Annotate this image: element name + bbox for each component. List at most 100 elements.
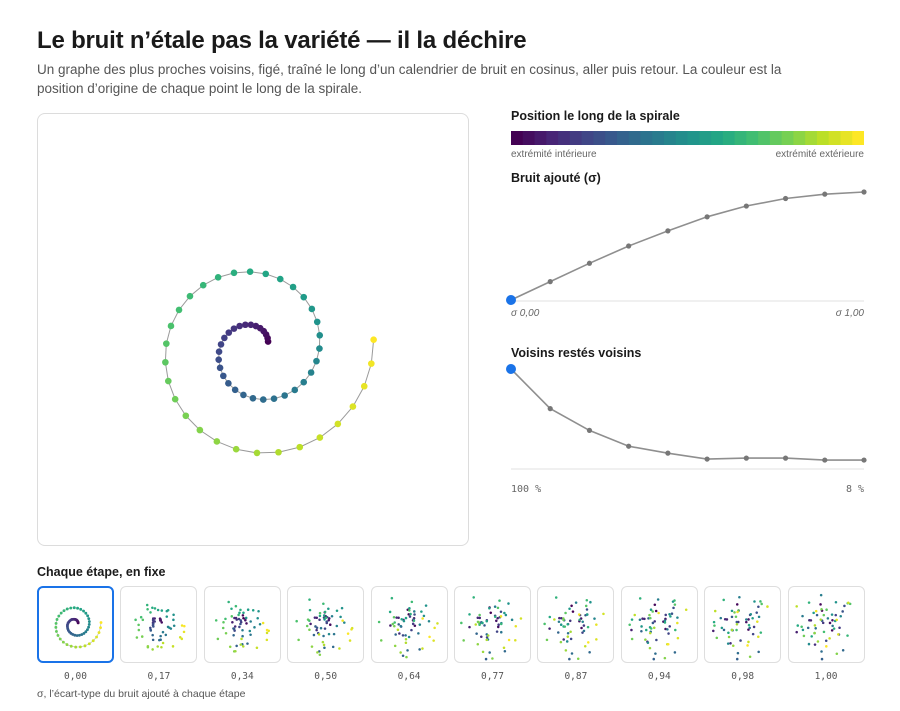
thumbnail-point — [488, 606, 491, 610]
thumbnail-point — [418, 623, 421, 626]
colorbar-segment — [569, 131, 583, 145]
spiral-point — [313, 318, 321, 326]
thumbnail-point — [813, 643, 816, 646]
thumbnail-point — [747, 623, 751, 627]
neighbor-edge — [199, 429, 218, 442]
thumbnail-point — [581, 631, 585, 634]
colorbar — [511, 131, 864, 145]
thumbnail-point — [306, 618, 310, 621]
colorbar-segment — [793, 131, 806, 145]
thumbnail-point — [75, 634, 79, 637]
thumbnail-point — [830, 624, 834, 628]
thumbnail-point — [749, 613, 753, 616]
thumbnail-point — [821, 621, 825, 625]
thumbnail-point — [835, 652, 838, 655]
noise-point — [586, 260, 593, 266]
thumbnail-point — [569, 630, 573, 633]
thumbnail-point — [814, 609, 818, 613]
thumbnail-point — [564, 611, 568, 615]
step-thumbnail[interactable] — [537, 586, 615, 663]
noise-point — [704, 214, 710, 220]
thumbnail-point — [56, 633, 60, 637]
thumbnail-point — [240, 637, 243, 641]
thumbnail-point — [495, 619, 498, 623]
thumbnail-point — [749, 655, 752, 659]
thumbnail-point — [230, 615, 233, 618]
thumbnail-point — [460, 621, 463, 625]
spiral-plot — [162, 268, 377, 457]
neighbors-current-marker[interactable] — [506, 364, 516, 374]
thumbnail-point — [581, 620, 585, 624]
thumbnail-point — [181, 624, 184, 627]
thumbnail-point — [647, 613, 651, 617]
thumbnail-point — [548, 615, 552, 619]
thumbnail-point — [313, 616, 317, 619]
thumbnail-point — [641, 617, 644, 620]
thumbnail-point — [265, 631, 269, 635]
thumbnail-point — [555, 596, 558, 599]
thumbnail-point — [160, 609, 164, 612]
noise-current-marker[interactable] — [506, 295, 516, 305]
thumbnail-point — [638, 597, 642, 600]
thumbnail-point — [62, 609, 66, 613]
thumbnail-point — [241, 645, 245, 648]
thumbnail-point — [160, 621, 164, 624]
thumbnail-point — [676, 636, 679, 640]
thumbnail-point — [480, 635, 483, 639]
thumbnail-point — [265, 638, 268, 642]
step-thumbnail[interactable] — [787, 586, 865, 663]
colorbar-left-label: extrémité intérieure — [511, 149, 597, 160]
thumbnail-point — [668, 613, 671, 616]
thumbnail-point — [828, 621, 831, 625]
thumbnail-point — [842, 604, 846, 608]
thumbnail-point — [837, 626, 841, 629]
thumbnail-point — [667, 632, 670, 635]
colorbar-segment — [805, 131, 818, 145]
thumbnail-point — [819, 618, 822, 621]
thumbnail-point — [57, 614, 61, 618]
spiral-point — [276, 275, 284, 283]
thumbnail-point — [504, 613, 508, 617]
thumbnail-point — [824, 645, 828, 648]
thumbnail-point — [566, 623, 570, 626]
thumbnail-point — [297, 638, 301, 642]
thumbnail-point — [152, 638, 155, 642]
thumbnail-point — [327, 619, 331, 622]
thumbnail-point — [317, 633, 321, 636]
thumbnail-point — [736, 651, 740, 655]
thumbnail-point — [587, 641, 590, 644]
step-thumbnail[interactable] — [120, 586, 198, 663]
spiral-point — [215, 348, 223, 356]
thumbnail-point — [54, 621, 58, 625]
step-thumbnail[interactable] — [454, 586, 531, 663]
step-thumbnail[interactable] — [620, 586, 698, 663]
thumbnail-point — [330, 614, 334, 618]
thumbnail-point — [653, 620, 656, 623]
thumbnail-point — [393, 644, 397, 648]
thumbnail-point — [816, 640, 819, 643]
thumbnail-point — [730, 628, 734, 632]
thumbnail-point — [675, 616, 679, 619]
thumbnail-point — [394, 616, 398, 619]
step-thumbnail[interactable] — [203, 586, 281, 663]
thumbnail-point — [476, 616, 480, 620]
step-thumbnail[interactable] — [704, 586, 782, 663]
thumbnail-point — [800, 614, 804, 618]
step-thumbnail[interactable] — [287, 586, 365, 663]
step-thumbnail[interactable] — [37, 586, 114, 663]
page-subtitle: Un graphe des plus proches voisins, figé… — [37, 62, 782, 96]
thumbnail-point — [396, 616, 400, 620]
thumbnail-point — [595, 623, 599, 626]
thumbnail-point — [408, 615, 411, 618]
thumbnail-point — [234, 604, 237, 608]
thumbnail-point — [734, 615, 738, 618]
step-thumbnail[interactable] — [370, 586, 448, 663]
thumbnail-point — [228, 645, 232, 649]
thumbnail-point — [72, 606, 76, 610]
thumbnail-point — [231, 627, 235, 630]
thumbnail-point — [87, 620, 91, 623]
thumbnail-point — [630, 618, 634, 621]
colorbar-segment — [852, 131, 864, 145]
neighbors-axis-end-label: 8 % — [845, 484, 864, 495]
thumbnail-point — [727, 635, 731, 639]
